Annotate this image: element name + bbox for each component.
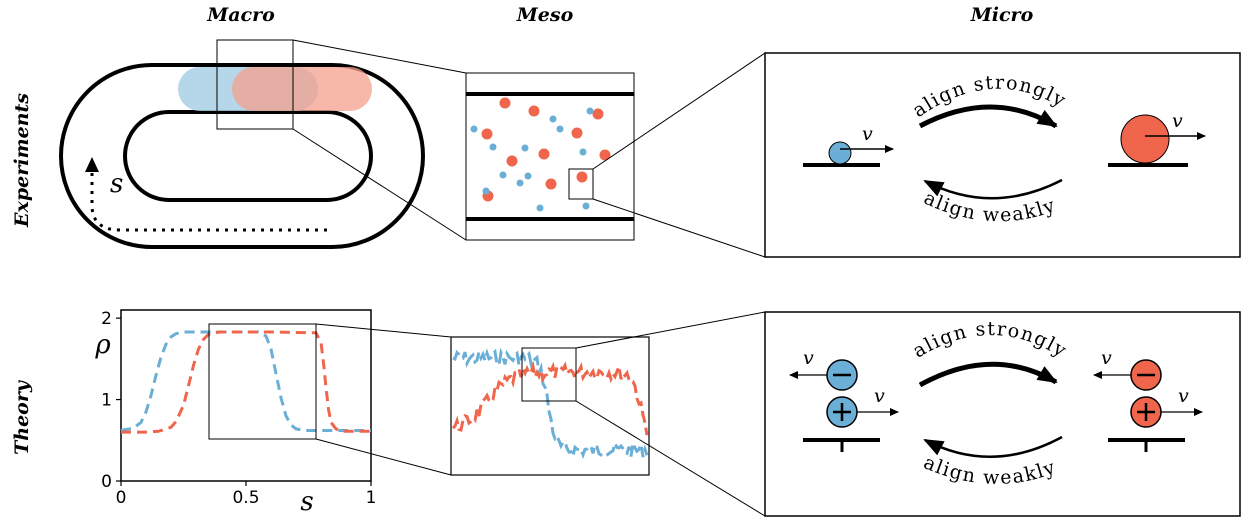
zoom-connector [575,311,766,349]
noisy-series-red [451,360,649,436]
blue-particle [536,204,544,212]
racetrack-diagram: s [59,39,425,249]
blue-particle [470,125,478,133]
velocity-label: v [803,347,814,369]
zoom-connector [592,52,766,170]
zoom-connector [315,438,452,476]
blue-particle [556,125,564,133]
align-weakly-arrow [923,178,1063,200]
red-band [232,67,372,111]
red-particle [599,149,611,161]
header-micro: Micro [970,4,1034,26]
zoom-connector [315,323,452,338]
align-strongly-arrow [918,104,1058,129]
zoom-connector [592,198,766,258]
y-tick-label: 0 [101,472,112,492]
meso-theory-zoom-box [521,347,577,402]
noisy-series-group [451,346,649,461]
blue-particle [482,187,490,195]
zoom-connector [292,39,467,74]
zoom-connector [575,400,766,517]
red-particle [499,97,511,109]
track-outer-wall [59,63,425,249]
track-inner-wall [123,110,373,202]
micro-experiments-panel: v v align strongly align weakly [764,52,1241,258]
meso-particles-panel [465,72,635,241]
red-particle [592,108,604,120]
zoom-connector [292,128,467,241]
blue-particle [521,144,529,152]
direction-dotted-path [90,170,327,232]
micro-theory-panel: v v v v align strongly align weakly [764,311,1241,517]
chart-zoom-box [208,323,317,440]
red-particle [571,127,583,139]
red-particle [481,128,493,140]
red-particle [538,148,550,160]
row-label-theory: Theory [11,379,33,455]
series-line-2 [121,330,371,434]
header-macro: Macro [206,4,275,26]
meso-zoom-box [568,168,594,200]
chart-series-group [120,330,371,434]
red-particle-large [1120,114,1170,164]
x-tick-label: 1 [366,488,377,508]
header-meso: Meso [516,4,574,26]
y-axis-label: ρ [94,330,111,360]
x-tick-label: 0 [116,488,127,508]
macro-zoom-box [216,39,294,130]
blue-particle [549,115,557,123]
direction-arrow-icon [85,157,99,172]
red-particle [576,171,588,183]
density-chart: 0 0.5 1 0 1 2 ρ s [94,309,376,517]
velocity-label: v [1172,110,1183,132]
noisy-series-blue [452,346,649,461]
red-particle [545,178,557,190]
track-s-label: s [110,169,123,199]
series-line-1 [120,330,371,432]
row-label-experiments: Experiments [11,93,33,228]
blue-particle [579,148,587,156]
chart-ticks-group: 0 0.5 1 0 1 2 [101,309,376,508]
chart-axes-frame [120,309,372,482]
align-strongly-arrow [918,361,1058,388]
velocity-label: v [874,385,885,407]
velocity-label: v [862,123,873,145]
blue-particle [586,107,594,115]
y-tick-label: 1 [101,391,112,411]
velocity-label: v [1101,347,1112,369]
blue-particle [489,143,497,151]
align-weakly-arrow [923,435,1063,459]
x-axis-label: s [300,487,313,517]
blue-particle [516,179,524,187]
meso-theory-panel [450,336,650,476]
blue-particle [582,202,590,210]
blue-particle [524,172,532,180]
red-particle [506,155,518,167]
y-tick-label: 2 [101,309,112,329]
red-particle [528,105,540,117]
blue-particle-small [828,141,852,165]
x-tick-label: 0.5 [232,488,259,508]
velocity-label: v [1178,385,1189,407]
blue-particle [499,171,507,179]
